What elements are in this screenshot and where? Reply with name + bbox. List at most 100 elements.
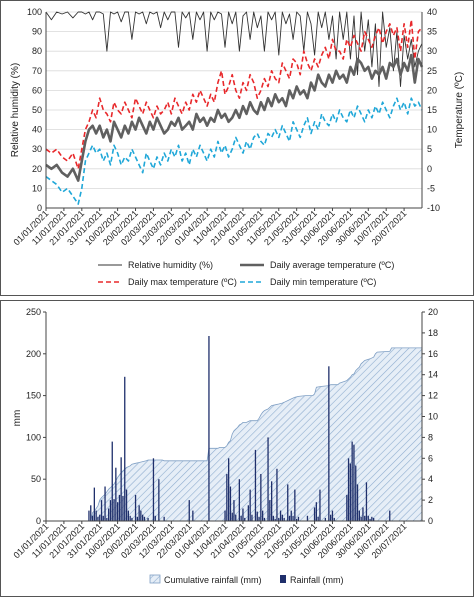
- rainfall-bar: [274, 518, 276, 521]
- rainfall-bar: [324, 517, 326, 521]
- top-left-tick-label: 80: [32, 46, 42, 56]
- bottom-right-tick-label: 18: [428, 328, 438, 338]
- top-right-tick-label: 25: [427, 66, 437, 76]
- rainfall-bar: [188, 500, 190, 521]
- legend-label: Cumulative rainfall (mm): [164, 575, 262, 585]
- rainfall-bar: [140, 510, 142, 521]
- rainfall-bar: [120, 457, 122, 521]
- rainfall-bar: [233, 500, 235, 521]
- rainfall-bar: [297, 516, 300, 521]
- rainfall-bar: [362, 507, 364, 521]
- rainfall-bar: [360, 516, 362, 521]
- rainfall-bar: [287, 484, 289, 521]
- rainfall-bar: [93, 487, 95, 521]
- top-axes: 0 10 20 30 40 50 60 70 80 90 100 -10 -5 0 5 10 15 20 25 30 3…: [11, 7, 440, 247]
- rainfall-bar: [254, 449, 257, 521]
- bottom-left-tick-label: 200: [26, 349, 41, 359]
- rainfall-bar: [134, 494, 137, 521]
- top-right-tick-label: 30: [427, 46, 437, 56]
- rainfall-bar: [158, 479, 160, 521]
- rainfall-bar: [247, 505, 249, 521]
- rainfall-bar: [373, 517, 375, 521]
- rainfall-bar: [317, 516, 319, 521]
- rainfall-bar: [369, 518, 371, 521]
- rainfall-bar: [271, 481, 273, 521]
- rainfall-bar: [117, 502, 119, 521]
- rainfall-bar: [228, 458, 230, 521]
- rainfall-bar: [113, 499, 115, 521]
- rainfall-bar: [296, 518, 298, 521]
- bottom-right-tick-label: 6: [428, 453, 433, 463]
- rainfall-bar: [192, 510, 194, 521]
- bottom-right-tick-label: 8: [428, 432, 433, 442]
- top-right-tick-label: 0: [427, 164, 432, 174]
- rainfall-bar: [131, 517, 133, 521]
- bottom-left-tick-label: 100: [26, 432, 41, 442]
- top-chart: 0 10 20 30 40 50 60 70 80 90 100 -10 -5 0 5 10 15 20 25 30 3…: [10, 7, 465, 287]
- top-left-tick-label: 0: [37, 203, 42, 213]
- rainfall-bar: [115, 467, 117, 521]
- rainfall-bar: [351, 441, 353, 521]
- top-right-axis-title: Temperature (ºC): [454, 72, 465, 148]
- legend-label: Daily min temperature (ºC): [270, 277, 376, 287]
- rainfall-bar: [349, 463, 351, 521]
- bottom-right-tick-label: 10: [428, 412, 438, 422]
- top-right-tick-label: 10: [427, 125, 437, 135]
- bottom-left-tick-label: 50: [31, 474, 41, 484]
- rainfall-bar: [91, 515, 94, 521]
- rainfall-bar: [315, 502, 317, 521]
- rainfall-bar: [242, 508, 244, 521]
- series-line-daily-min-temperature-c: [45, 97, 423, 205]
- rainfall-bar: [272, 515, 274, 521]
- rainfall-bar: [90, 505, 92, 521]
- top-series-group: [45, 11, 424, 205]
- rainfall-bar: [244, 517, 246, 521]
- series-line-daily-average-temperature-c: [45, 53, 424, 182]
- bottom-right-tick-label: 4: [428, 474, 433, 484]
- top-left-tick-label: 90: [32, 27, 42, 37]
- rainfall-bar: [88, 510, 90, 521]
- top-right-tick-label: 5: [427, 144, 432, 154]
- rainfall-bar: [269, 500, 271, 521]
- top-right-tick-label: -10: [427, 203, 440, 213]
- bottom-right-tick-label: 2: [428, 495, 433, 505]
- rainfall-bar: [276, 468, 278, 522]
- rainfall-bar: [99, 514, 101, 521]
- rainfall-bar: [267, 437, 269, 521]
- bottom-chart: 0501001502002500246810121416182001/01/20…: [11, 307, 438, 585]
- top-left-axis-title: Relative humidity (%): [10, 63, 21, 157]
- rainfall-bar: [229, 486, 232, 521]
- panel-top-frame: [0, 0, 474, 296]
- rainfall-bar: [365, 482, 368, 521]
- rainfall-bar: [263, 517, 266, 521]
- rainfall-bar: [353, 444, 355, 521]
- rainfall-bar: [97, 516, 99, 521]
- rainfall-bar: [371, 516, 373, 521]
- rainfall-bar: [356, 484, 359, 521]
- rainfall-bar: [249, 489, 251, 521]
- rainfall-bar: [364, 515, 366, 521]
- rainfall-bar: [367, 515, 369, 521]
- rainfall-bar: [258, 516, 260, 521]
- rainfall-bar: [389, 510, 391, 521]
- bottom-legend: Cumulative rainfall (mm) Rainfall (mm): [149, 574, 344, 585]
- rainfall-bar: [333, 517, 335, 521]
- rainfall-bar: [142, 514, 144, 521]
- rainfall-bar: [138, 505, 140, 521]
- rainfall-bar: [240, 515, 242, 521]
- top-right-tick-label: 35: [427, 27, 437, 37]
- top-left-tick-label: 50: [32, 105, 42, 115]
- rainfall-bar: [292, 515, 294, 521]
- rainfall-bar: [100, 500, 103, 521]
- rainfall-bar: [279, 510, 282, 521]
- bottom-left-axis-title: mm: [12, 410, 23, 427]
- rainfall-bar: [136, 516, 138, 521]
- rainfall-bar: [118, 494, 121, 521]
- rainfall-bar: [262, 510, 264, 521]
- bottom-left-tick-label: 250: [26, 307, 41, 317]
- bottom-right-tick-label: 12: [428, 391, 438, 401]
- series-line-relative-humidity: [45, 11, 423, 87]
- rainfall-bar: [319, 489, 321, 521]
